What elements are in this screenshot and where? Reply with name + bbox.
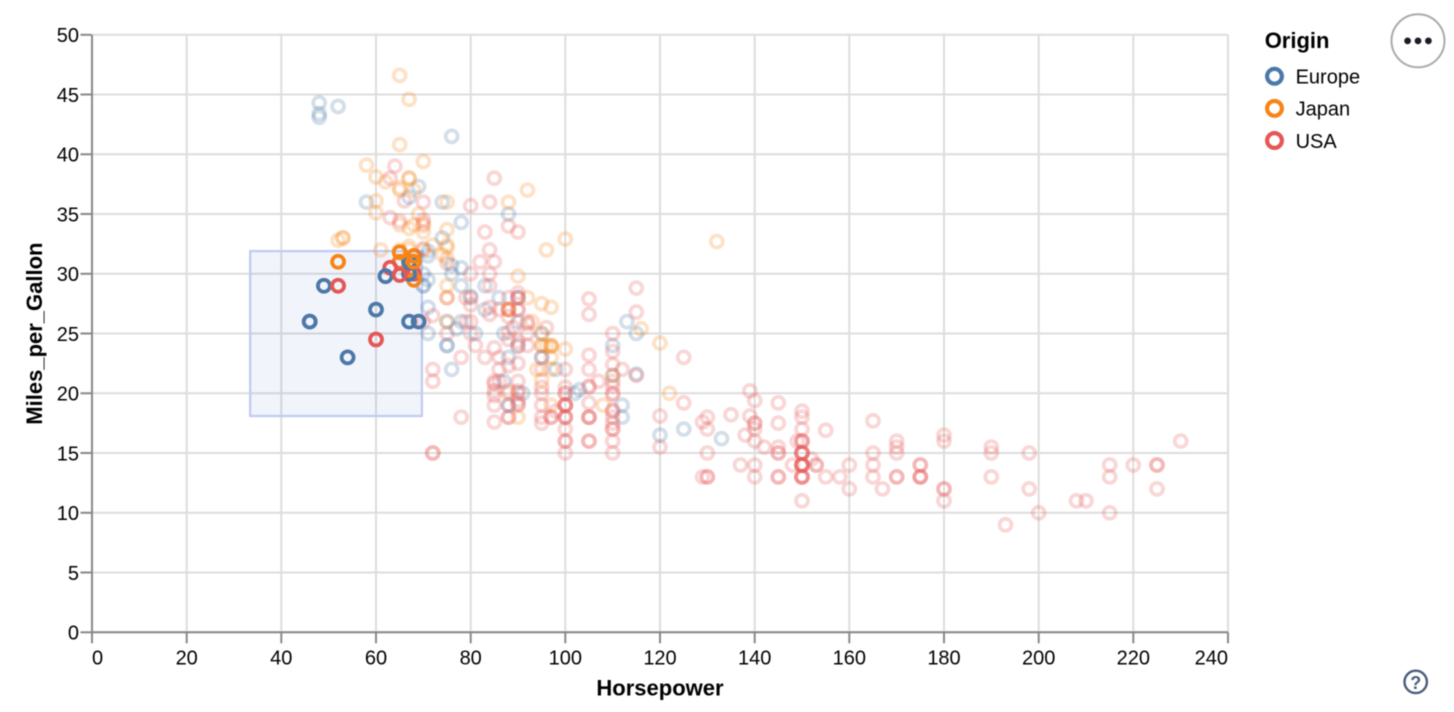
svg-text:Horsepower: Horsepower bbox=[596, 676, 724, 701]
svg-text:60: 60 bbox=[365, 648, 387, 670]
svg-text:30: 30 bbox=[57, 264, 79, 286]
svg-text:100: 100 bbox=[549, 648, 582, 670]
svg-text:180: 180 bbox=[927, 648, 960, 670]
svg-text:40: 40 bbox=[270, 648, 292, 670]
svg-text:0: 0 bbox=[92, 648, 103, 670]
svg-text:?: ? bbox=[1410, 673, 1421, 693]
svg-text:50: 50 bbox=[57, 25, 79, 47]
svg-text:15: 15 bbox=[57, 443, 79, 465]
svg-text:USA: USA bbox=[1296, 131, 1338, 153]
svg-text:35: 35 bbox=[57, 204, 79, 226]
svg-text:160: 160 bbox=[833, 648, 866, 670]
svg-text:25: 25 bbox=[57, 324, 79, 346]
svg-text:200: 200 bbox=[1022, 648, 1055, 670]
svg-text:5: 5 bbox=[68, 563, 79, 585]
svg-text:Origin: Origin bbox=[1265, 28, 1330, 53]
svg-text:Europe: Europe bbox=[1296, 67, 1361, 89]
svg-text:140: 140 bbox=[738, 648, 771, 670]
svg-text:220: 220 bbox=[1117, 648, 1150, 670]
svg-text:20: 20 bbox=[176, 648, 198, 670]
svg-text:45: 45 bbox=[57, 85, 79, 107]
svg-text:120: 120 bbox=[643, 648, 676, 670]
svg-text:Miles_per_Gallon: Miles_per_Gallon bbox=[22, 243, 47, 425]
svg-text:40: 40 bbox=[57, 145, 79, 167]
svg-text:80: 80 bbox=[460, 648, 482, 670]
svg-text:Japan: Japan bbox=[1296, 99, 1351, 121]
svg-text:0: 0 bbox=[68, 623, 79, 645]
svg-text:20: 20 bbox=[57, 384, 79, 406]
svg-text:240: 240 bbox=[1195, 648, 1228, 670]
svg-text:10: 10 bbox=[57, 503, 79, 525]
